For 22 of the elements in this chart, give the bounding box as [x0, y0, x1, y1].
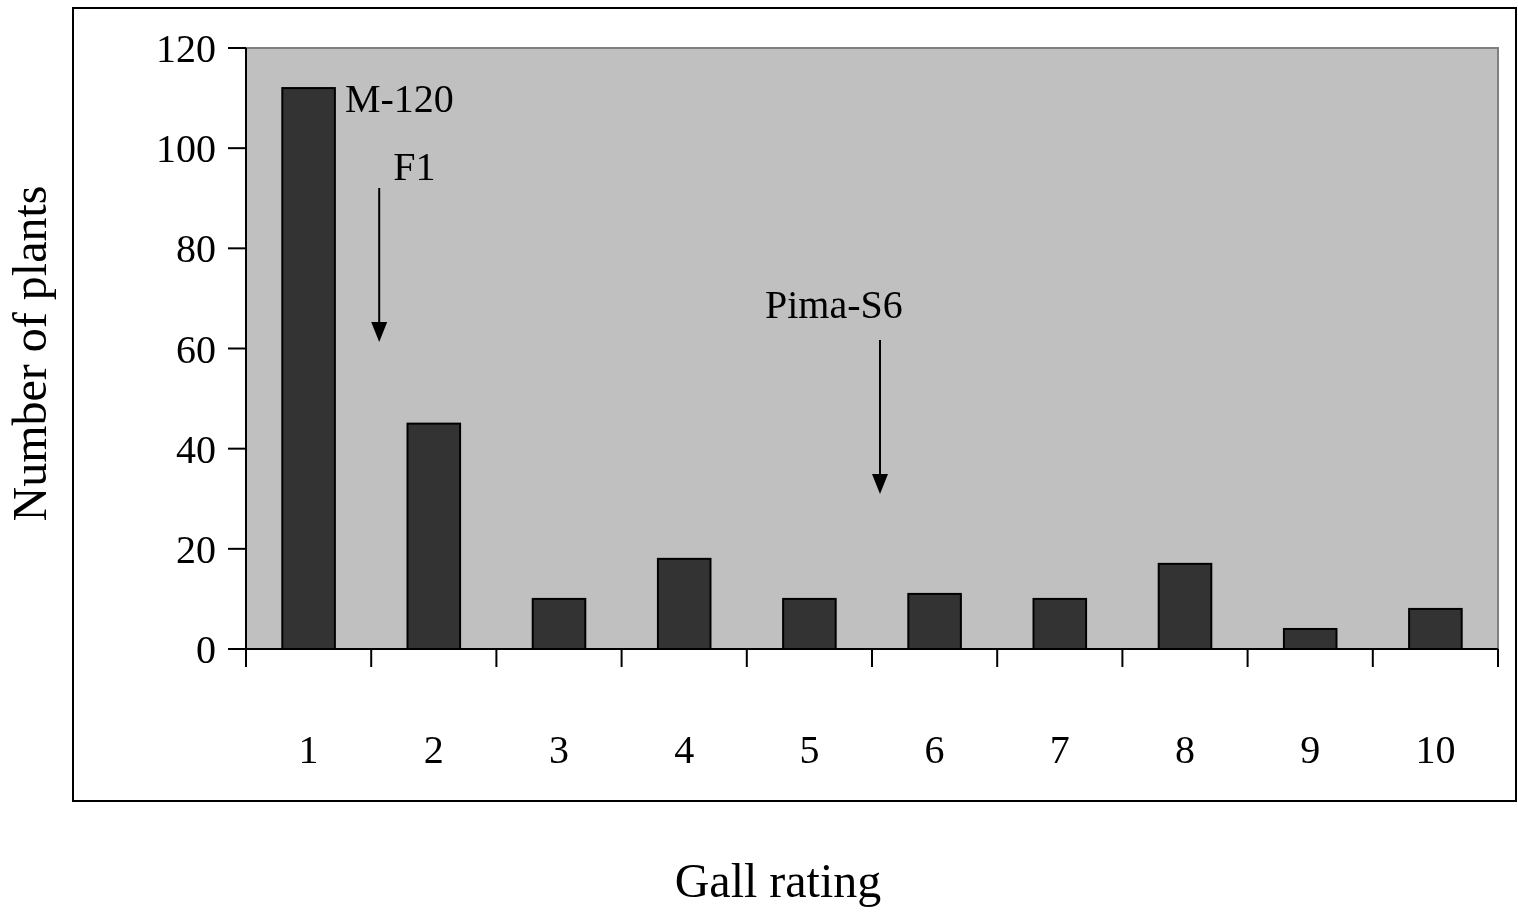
y-tick-label: 120 [156, 26, 216, 71]
x-tick-label: 9 [1300, 727, 1321, 772]
x-tick-label: 4 [674, 727, 695, 772]
x-tick-label: 6 [924, 727, 945, 772]
x-tick-label: 7 [1049, 727, 1070, 772]
annotation: M-120 [344, 76, 454, 122]
y-tick-label: 0 [196, 627, 216, 672]
x-tick-label: 3 [549, 727, 569, 772]
annotation: F1 [393, 144, 436, 189]
annotation: Pima-S6 [765, 282, 903, 327]
x-tick-label: 2 [423, 727, 444, 772]
x-tick-label: 5 [799, 727, 820, 772]
y-tick-label: 40 [176, 426, 216, 472]
x-tick-label: 8 [1175, 727, 1195, 772]
y-tick-label: 100 [156, 126, 216, 172]
y-axis-title: Number of plants [3, 185, 56, 522]
y-tick-label: 20 [176, 526, 216, 572]
x-axis-title: Gall rating [674, 854, 882, 907]
y-tick-label: 80 [176, 226, 216, 272]
x-tick-label: 1 [298, 727, 319, 772]
y-tick-label: 60 [176, 326, 216, 372]
x-tick-label: 10 [1415, 727, 1456, 772]
